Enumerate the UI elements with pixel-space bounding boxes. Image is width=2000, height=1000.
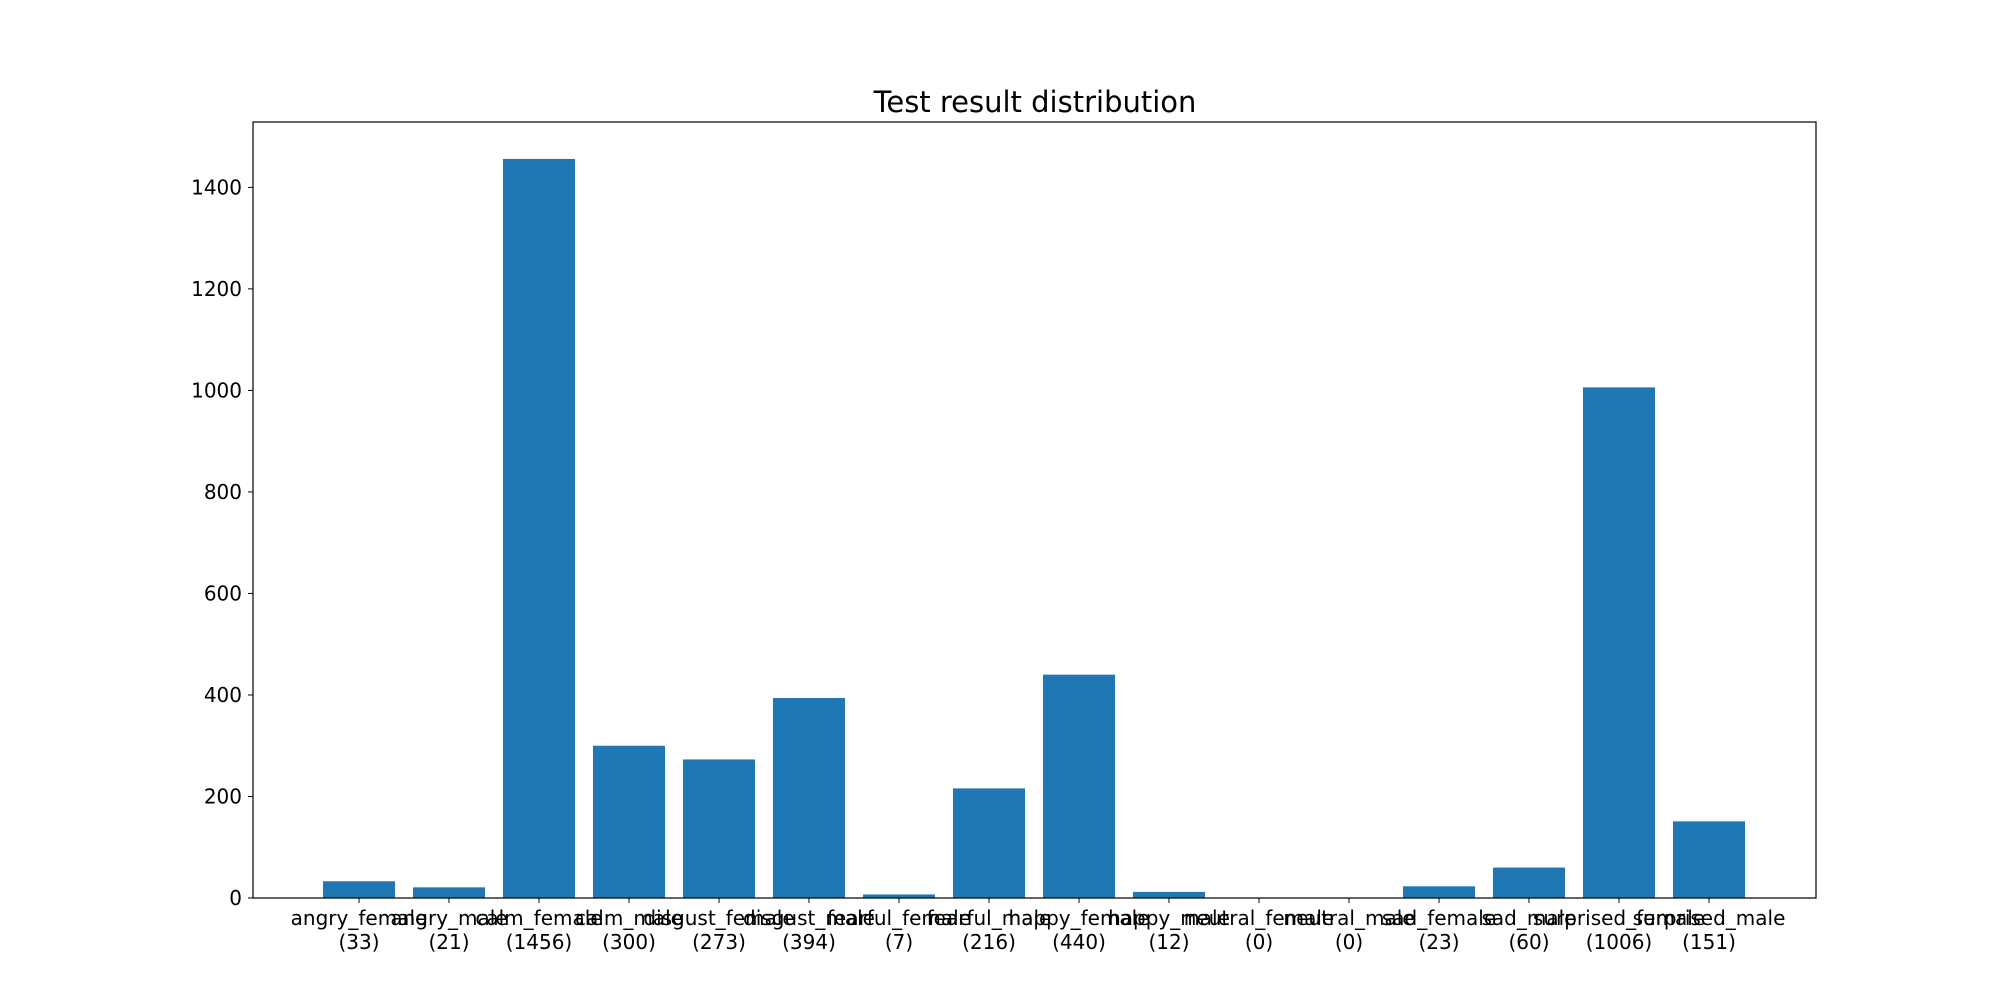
x-tick-label: surprised_male (1633, 906, 1786, 930)
bar-disgust_female (683, 759, 755, 898)
x-tick-count-label: (60) (1508, 930, 1549, 954)
x-tick-count-label: (23) (1418, 930, 1459, 954)
x-tick-count-label: (1456) (506, 930, 573, 954)
bar-calm_female (503, 158, 575, 898)
bar-angry_female (323, 881, 395, 898)
x-tick-count-label: (0) (1245, 930, 1273, 954)
x-tick-label: disgust_male (743, 906, 875, 930)
x-tick-label: disgust_female (643, 906, 794, 930)
x-tick-count-label: (300) (602, 930, 656, 954)
y-tick-label: 200 (204, 784, 242, 808)
bar-surprised_female (1583, 387, 1655, 898)
bar-fearful_male (953, 788, 1025, 898)
x-tick-count-label: (440) (1052, 930, 1106, 954)
x-tick-label: neutral_female (1184, 906, 1334, 930)
x-tick-count-label: (216) (962, 930, 1016, 954)
x-tick-label: neutral_male (1283, 906, 1414, 930)
y-tick-label: 1000 (191, 378, 242, 402)
x-tick-label: calm_male (575, 906, 683, 930)
x-tick-count-label: (394) (782, 930, 836, 954)
bar-surprised_male (1673, 821, 1745, 898)
x-tick-label: fearful_male (927, 906, 1052, 930)
bar-disgust_male (773, 698, 845, 898)
x-tick-count-label: (151) (1682, 930, 1736, 954)
x-tick-label: happy_female (1008, 906, 1149, 930)
y-tick-label: 400 (204, 683, 242, 707)
x-tick-label: surprised_female (1533, 906, 1705, 930)
x-axis: angry_female(33) angry_male(21)calm_femal… (291, 898, 1786, 954)
y-tick-label: 1400 (191, 175, 242, 199)
x-tick-count-label: (33) (338, 930, 379, 954)
y-tick-label: 1200 (191, 277, 242, 301)
x-tick-count-label: (12) (1148, 930, 1189, 954)
bar-angry_male (413, 887, 485, 898)
bar-fearful_female (863, 894, 935, 898)
x-tick-count-label: (273) (692, 930, 746, 954)
x-tick-label: happy_male (1108, 906, 1230, 930)
y-tick-label: 800 (204, 480, 242, 504)
y-axis: 0 200 400 600 800 1000 1200 1400 (191, 175, 253, 910)
x-tick-label: angry_male (390, 906, 507, 930)
chart-title: Test result distribution (873, 85, 1197, 119)
x-tick-label: calm_female (475, 906, 602, 930)
x-tick-count-label: (1006) (1586, 930, 1653, 954)
x-tick-label: sad_female (1382, 906, 1496, 930)
x-tick-label: fearful_female (827, 906, 971, 930)
y-tick-label: 0 (229, 886, 242, 910)
y-tick-label: 600 (204, 581, 242, 605)
bar-happy_male (1133, 891, 1205, 898)
plot-frame (252, 121, 1817, 899)
x-tick-count-label: (21) (428, 930, 469, 954)
bar-happy_female (1043, 674, 1115, 898)
bar-calm_male (593, 745, 665, 898)
x-tick-count-label: (0) (1335, 930, 1363, 954)
bar-sad_female (1403, 886, 1475, 898)
x-tick-count-label: (7) (885, 930, 913, 954)
x-tick-label: sad_male (1482, 906, 1577, 930)
bar-sad_male (1493, 867, 1565, 898)
bars-layer (323, 158, 1745, 898)
x-tick-label: angry_female (291, 906, 428, 930)
